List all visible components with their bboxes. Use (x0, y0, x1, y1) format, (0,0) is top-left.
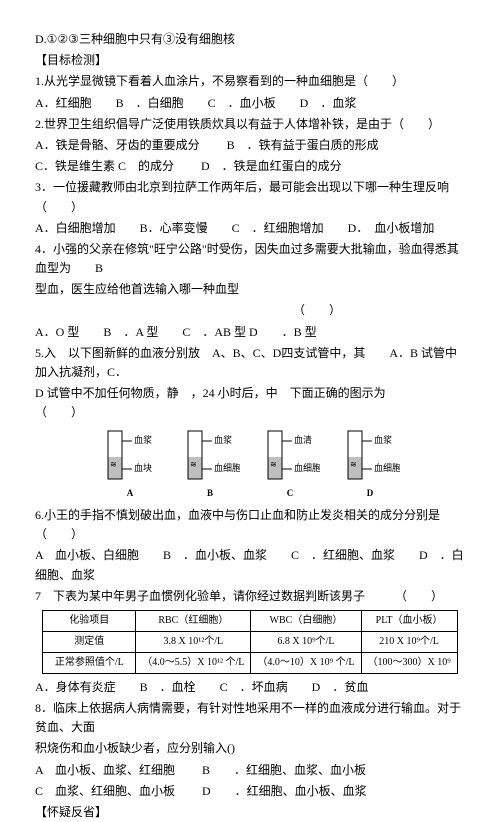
tube-d-svg: ≋ 血浆 血细胞 (340, 429, 400, 484)
q6-stem: 6.小王的手指不慎划破出血，血液中与伤口止血和防止发炎相关的成分分别是 （ ） (35, 506, 465, 544)
r1c0: 测定值 (43, 631, 136, 652)
q4-stem3: （ ） (35, 301, 465, 320)
footer-section: 【怀疑反省】 (35, 803, 465, 822)
tube-d: ≋ 血浆 血细胞 D (340, 429, 400, 500)
tube-b-label: B (207, 486, 213, 500)
option-d: D.①②③三种细胞中只有③没有细胞核 (35, 30, 465, 49)
q2-a: A．铁是骨骼、牙齿的重要成分 (35, 138, 224, 152)
th-0: 化验项目 (43, 610, 136, 631)
r1c3: 210 X 10⁹个/L (361, 631, 457, 652)
tube-c-label: C (287, 486, 294, 500)
tube-b: ≋ 血浆 血细胞 B (180, 429, 240, 500)
r2c1: （4.0～5.5）X 10¹² 个/L (136, 652, 251, 673)
table-header-row: 化验项目 RBC（红细胞） WBC（白细胞） PLT（血小板） (43, 610, 457, 631)
q2-stem: 2.世界卫生组织倡导广泛使用铁质炊具以有益于人体增补铁，是由于（ ） (35, 115, 465, 134)
r1c2: 6.8 X 10⁹个/L (251, 631, 361, 652)
label-plasma3: 血浆 (374, 434, 392, 445)
q8-c: C 血浆、红细胞、血小板 (35, 784, 199, 798)
th-1: RBC（红细胞） (136, 610, 251, 631)
tube-a-label: A (127, 486, 134, 500)
q2-b: B ．铁有益于蛋白质的形成 (227, 138, 379, 152)
r1c1: 3.8 X 10¹²个/L (136, 631, 251, 652)
q5-stem1: 5.入 以下图新鲜的血液分别放 A、B、C、D四支试管中，其 A．B 试管中加入… (35, 344, 465, 382)
q3-stem: 3．一位援藏教师由北京到拉萨工作两年后，最可能会出现以下哪一种生理反响（ ） (35, 178, 465, 216)
q7-opts: A．身体有炎症 B ．血栓 C ．坏血病 D ．贫血 (35, 678, 465, 697)
q6-opts: A 血小板、白细胞 B ．血小板、血浆 C ．红细胞、血浆 D ．白细胞、血浆 (35, 546, 465, 584)
table-row-2: 正常参照值个/L （4.0～5.5）X 10¹² 个/L （4.0～10）X 1… (43, 652, 457, 673)
label-cells2: 血细胞 (294, 462, 320, 473)
q8-row2: C 血浆、红细胞、血小板 D ．红细胞、血小板、血浆 (35, 782, 465, 801)
q3-opts: A．白细胞增加 B．心率变慢 C ．红细胞增加 D． 血小板增加 (35, 219, 465, 238)
tube-diagram: ≋ 血浆 血块 A ≋ 血浆 血细胞 B ≋ 血清 血细胞 C (35, 429, 465, 500)
svg-text:≋: ≋ (350, 460, 357, 469)
q2-d: D ．铁是血红蛋白的成分 (201, 159, 342, 173)
th-2: WBC（白细胞） (251, 610, 361, 631)
q8-stem2: 积烧伤和血小板缺少者，应分别输入() (35, 739, 465, 758)
q2-row2: C．铁是维生素 C 的成分 D ．铁是血红蛋白的成分 (35, 157, 465, 176)
q2-c: C．铁是维生素 C 的成分 (35, 159, 198, 173)
tube-a: ≋ 血浆 血块 A (100, 429, 160, 500)
r2c2: （4.0～10）X 10⁹ 个/L (251, 652, 361, 673)
tube-c: ≋ 血清 血细胞 C (260, 429, 320, 500)
th-3: PLT（血小板） (361, 610, 457, 631)
q2-row1: A．铁是骨骼、牙齿的重要成分 B ．铁有益于蛋白质的形成 (35, 136, 465, 155)
q8-a: A 血小板、血浆、红细胞 (35, 763, 199, 777)
q4-stem2: 型血，医生应给他首选输入哪一种血型 (35, 280, 465, 299)
q7-stem: 7 下表为某中年男子血惯例化验单，请你经过数据判断该男子 （ ） (35, 587, 465, 606)
label-cells: 血细胞 (214, 462, 240, 473)
svg-text:≋: ≋ (270, 460, 277, 469)
svg-text:≋: ≋ (110, 460, 117, 469)
r2c0: 正常参照值个/L (43, 652, 136, 673)
tube-d-label: D (367, 486, 374, 500)
r2c3: （100～300）X 10⁹ (361, 652, 457, 673)
q7-table: 化验项目 RBC（红细胞） WBC（白细胞） PLT（血小板） 测定值 3.8 … (42, 610, 457, 674)
q4-stem1: 4．小强的父亲在修筑"旺宁公路"时受伤，因失血过多需要大批输血，验血得悉其血型为… (35, 240, 465, 278)
q8-b: B ．红细胞、血浆、血小板 (202, 763, 366, 777)
q8-d: D ．红细胞、血小板、血浆 (202, 784, 367, 798)
label-clot: 血块 (134, 462, 152, 473)
q1-stem: 1.从光学显微镜下看着人血涂片，不易察看到的一种血细胞是（ ） (35, 72, 465, 91)
label-plasma: 血浆 (134, 434, 152, 445)
tube-c-svg: ≋ 血清 血细胞 (260, 429, 320, 484)
section-header: 【目标检测】 (35, 51, 465, 70)
table-row-1: 测定值 3.8 X 10¹²个/L 6.8 X 10⁹个/L 210 X 10⁹… (43, 631, 457, 652)
label-cells3: 血细胞 (374, 462, 400, 473)
q8-stem1: 8．临床上依据病人病情需要，有针对性地采用不一样的血液成分进行输血。对于贫血、大… (35, 699, 465, 737)
label-plasma2: 血浆 (214, 434, 232, 445)
label-serum: 血清 (294, 434, 312, 445)
q5-stem2: D 试管中不加任何物质，静 ，24 小时后，中 下面正确的图示为 （ ） (35, 384, 465, 422)
tube-b-svg: ≋ 血浆 血细胞 (180, 429, 240, 484)
q8-row1: A 血小板、血浆、红细胞 B ．红细胞、血浆、血小板 (35, 761, 465, 780)
q4-opts: A．O 型 B ．A 型 C ．AB 型 D ．B 型 (35, 323, 465, 342)
svg-text:≋: ≋ (190, 460, 197, 469)
tube-a-svg: ≋ 血浆 血块 (100, 429, 160, 484)
q1-opts: A．红细胞 B ．白细胞 C ．血小板 D ．血浆 (35, 94, 465, 113)
